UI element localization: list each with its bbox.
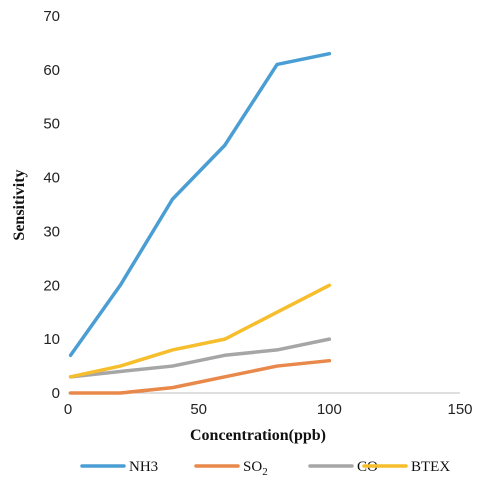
y-tick-label: 20	[43, 277, 60, 294]
y-tick-label: 40	[43, 170, 60, 187]
x-tick-label: 0	[64, 401, 72, 418]
legend-label: NH3	[129, 459, 158, 475]
legend: NH3SO2COBTEX	[80, 459, 450, 478]
series-line-3	[68, 283, 332, 379]
series-line-0	[68, 51, 332, 358]
legend-label: BTEX	[411, 459, 450, 475]
y-tick-label: 30	[43, 223, 60, 240]
series-line-2	[68, 337, 332, 379]
y-axis-title: Sensitivity	[11, 169, 28, 240]
y-tick-label: 10	[43, 331, 60, 348]
y-tick-label: 50	[43, 116, 60, 133]
series-line-1	[68, 358, 332, 395]
x-tick-label: 50	[190, 401, 207, 418]
y-axis-ticks: 0 10 20 30 40 50 60 70	[43, 8, 60, 402]
y-tick-label: 70	[43, 8, 60, 25]
legend-label: SO2	[243, 459, 268, 478]
x-tick-label: 100	[317, 401, 342, 418]
y-tick-label: 60	[43, 62, 60, 79]
x-tick-label: 150	[447, 401, 472, 418]
series-lines	[68, 51, 332, 395]
y-tick-label: 0	[52, 385, 60, 402]
x-axis-title: Concentration(ppb)	[190, 427, 326, 444]
x-axis-ticks: 0 50 100 150	[64, 401, 473, 418]
